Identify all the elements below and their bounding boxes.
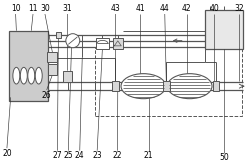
Text: 22: 22 — [113, 151, 122, 160]
Ellipse shape — [121, 74, 166, 99]
Text: 42: 42 — [182, 4, 192, 13]
Ellipse shape — [167, 74, 212, 99]
Bar — [112, 81, 119, 92]
Text: 30: 30 — [40, 4, 50, 13]
Bar — [56, 32, 61, 38]
Text: 32: 32 — [234, 4, 244, 13]
Text: 50: 50 — [220, 153, 229, 162]
Text: 24: 24 — [75, 151, 85, 160]
Text: 10: 10 — [11, 4, 20, 13]
Text: 43: 43 — [111, 4, 120, 13]
Bar — [63, 71, 72, 82]
Bar — [48, 52, 58, 62]
Bar — [95, 47, 242, 116]
Ellipse shape — [28, 67, 35, 84]
Ellipse shape — [35, 67, 42, 84]
Text: 20: 20 — [2, 149, 12, 158]
Bar — [212, 81, 220, 92]
Text: 31: 31 — [62, 4, 72, 13]
Bar — [48, 64, 58, 75]
Text: 23: 23 — [92, 151, 102, 160]
Text: 40: 40 — [209, 4, 219, 13]
Bar — [113, 38, 122, 49]
Bar — [96, 38, 109, 49]
Text: 26: 26 — [42, 91, 51, 100]
Ellipse shape — [13, 67, 20, 84]
Bar — [163, 81, 170, 92]
Ellipse shape — [66, 34, 80, 48]
Bar — [10, 31, 48, 101]
Bar — [204, 10, 243, 49]
Text: 21: 21 — [144, 151, 153, 160]
Text: 44: 44 — [160, 4, 170, 13]
Ellipse shape — [20, 67, 27, 84]
Text: 25: 25 — [64, 151, 73, 160]
Text: 11: 11 — [28, 4, 38, 13]
Text: 27: 27 — [52, 151, 62, 160]
Text: 41: 41 — [136, 4, 145, 13]
